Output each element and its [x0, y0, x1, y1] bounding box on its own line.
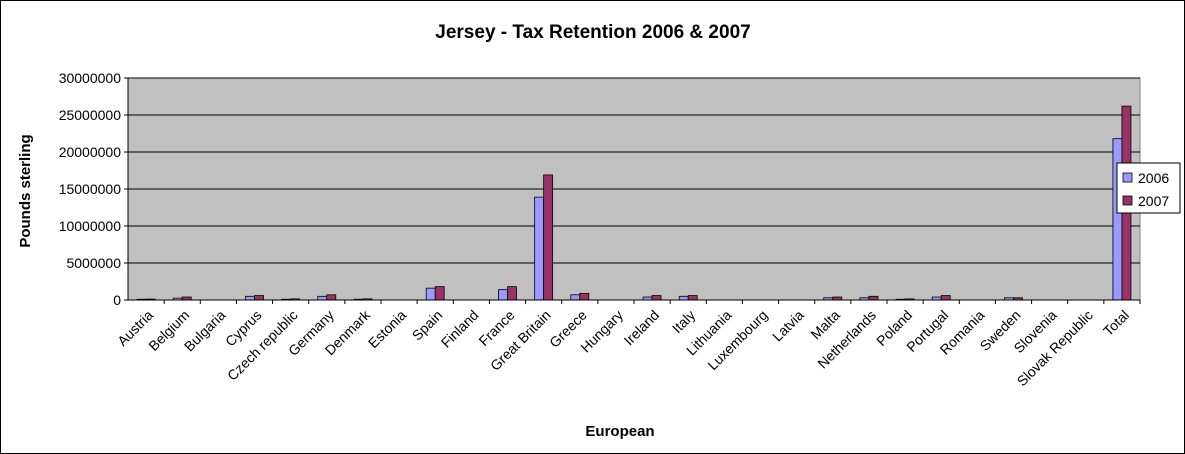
- x-tick-label: Estonia: [365, 307, 409, 351]
- y-tick-label: 20000000: [59, 144, 122, 160]
- y-tick-label: 15000000: [59, 181, 122, 197]
- legend: 2006 2007: [1116, 162, 1181, 214]
- bar-2007-spain: [434, 286, 445, 301]
- x-tick-label: Italy: [669, 307, 698, 336]
- bar-2006-france: [498, 289, 508, 301]
- bar-2007-netherlands: [868, 295, 879, 301]
- bar-2007-portugal: [940, 295, 951, 301]
- x-axis-title: European: [585, 423, 654, 440]
- bar-2007-greece: [579, 292, 590, 301]
- bar-2007-ireland: [651, 295, 662, 301]
- y-tick-label: 25000000: [59, 107, 122, 123]
- x-tick-label: Latvia: [769, 307, 807, 345]
- chart-title: Jersey - Tax Retention 2006 & 2007: [435, 22, 750, 43]
- y-axis: 0 5000000 10000000 15000000 20000000 25000000…: [59, 70, 129, 308]
- x-tick-label: Ireland: [621, 307, 663, 349]
- bar-2006-greece: [570, 294, 581, 301]
- bar-2006-great-britain: [534, 196, 545, 301]
- x-tick-label: Total: [1100, 307, 1132, 339]
- bar-2006-germany: [317, 295, 328, 301]
- bar-2007-italy: [687, 295, 698, 301]
- bar-2007-great-britain: [543, 174, 554, 301]
- y-axis-title: Pounds sterling: [17, 134, 34, 247]
- legend-label-2006: 2006: [1138, 170, 1169, 186]
- bar-2006-spain: [425, 287, 436, 301]
- x-tick-label: Finland: [438, 307, 482, 351]
- legend-label-2007: 2007: [1138, 193, 1169, 209]
- legend-swatch-2007: [1122, 195, 1133, 206]
- y-tick-label: 30000000: [59, 70, 122, 86]
- legend-swatch-2006: [1122, 172, 1133, 183]
- y-tick-label: 5000000: [66, 255, 121, 271]
- gridlines: [128, 77, 1140, 264]
- y-tick-label: 0: [113, 292, 121, 308]
- bar-2007-cyprus: [254, 295, 264, 301]
- bar-2007-germany: [326, 294, 337, 301]
- bar-2007-france: [507, 286, 517, 301]
- bar-2006-cyprus: [245, 295, 255, 301]
- bar-2006-italy: [678, 295, 689, 301]
- y-tick-label: 10000000: [59, 218, 122, 234]
